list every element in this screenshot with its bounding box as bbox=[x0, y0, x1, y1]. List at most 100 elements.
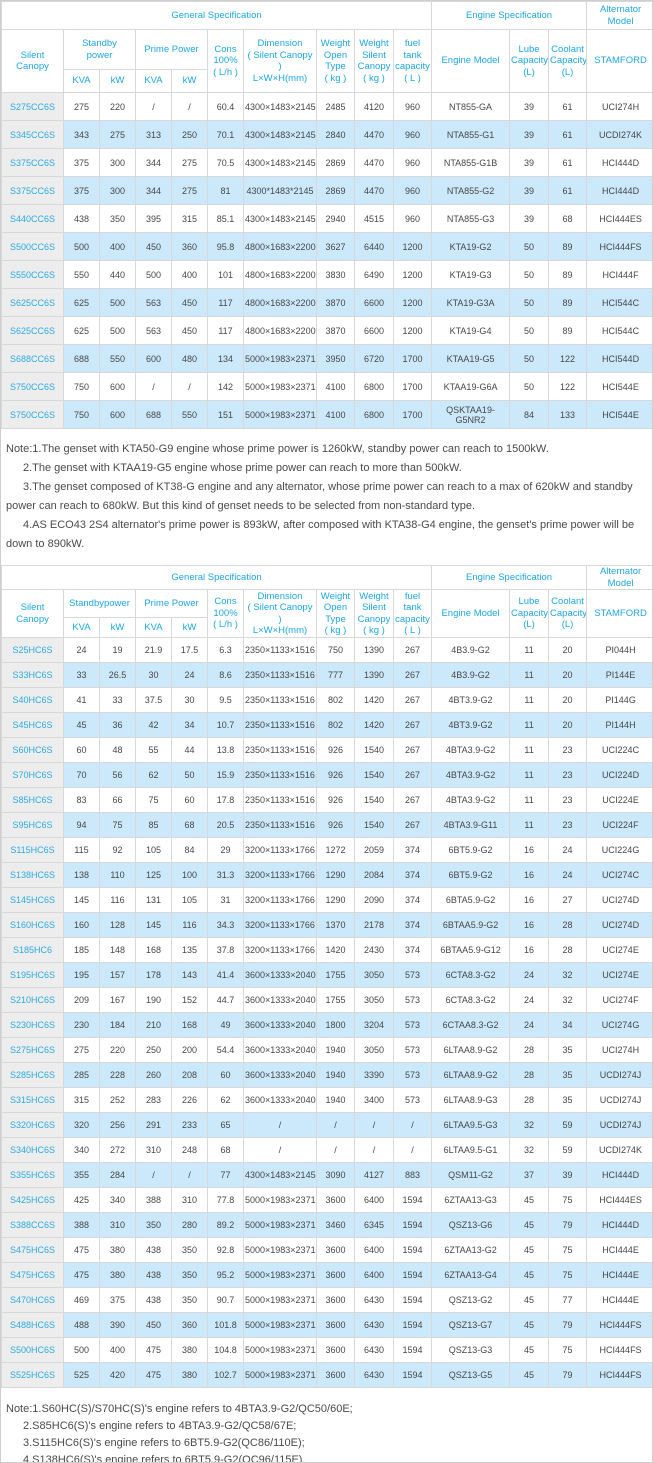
cell: 6430 bbox=[354, 1287, 394, 1313]
cell: 89 bbox=[548, 260, 588, 289]
cell: 45 bbox=[509, 1337, 550, 1363]
model-link[interactable]: S40HC6S bbox=[1, 687, 64, 713]
model-link[interactable]: S625CC6S bbox=[1, 316, 64, 345]
model-link[interactable]: S45HC6S bbox=[1, 712, 64, 738]
cell: 33 bbox=[63, 662, 100, 688]
model-link[interactable]: S275HC6S bbox=[1, 1037, 64, 1063]
table-row: S285HC6S 285 228 260 208 60 3600×1333×2040 1940… bbox=[1, 1062, 652, 1088]
cell: 380 bbox=[99, 1237, 136, 1263]
cell: QSZ13-G3 bbox=[431, 1337, 511, 1363]
model-link[interactable]: S95HC6S bbox=[1, 812, 64, 838]
cell: 29 bbox=[207, 837, 244, 863]
model-link[interactable]: S525HC6S bbox=[1, 1362, 64, 1388]
cell: 291 bbox=[135, 1112, 172, 1138]
cell: 1272 bbox=[316, 837, 355, 863]
cell: 17.5 bbox=[171, 637, 208, 663]
model-link[interactable]: S315HC6S bbox=[1, 1087, 64, 1113]
col-header-kva: KVA bbox=[63, 617, 100, 638]
cell: 4BTA3.9-G11 bbox=[431, 812, 511, 838]
cell: 168 bbox=[171, 1012, 208, 1038]
model-link[interactable]: S470HC6S bbox=[1, 1287, 64, 1313]
cell: 122 bbox=[548, 344, 588, 373]
table-row: S210HC6S 209 167 190 152 44.7 3600×1333×2040 17… bbox=[1, 987, 652, 1013]
model-link[interactable]: S138HC6S bbox=[1, 862, 64, 888]
cell: 24 bbox=[548, 837, 588, 863]
model-link[interactable]: S500CC6S bbox=[1, 232, 64, 261]
cell: 960 bbox=[392, 120, 433, 149]
model-link[interactable]: S355HC6S bbox=[1, 1162, 64, 1188]
model-link[interactable]: S750CC6S bbox=[1, 400, 64, 429]
cell: 1940 bbox=[316, 1087, 355, 1113]
cell: 3390 bbox=[354, 1062, 394, 1088]
cell: 105 bbox=[171, 887, 208, 913]
cell: 960 bbox=[392, 176, 433, 205]
table-row: S355HC6S 355 284//77 4300×1483×2145 3090 4127… bbox=[1, 1162, 652, 1188]
cell: 200 bbox=[171, 1037, 208, 1063]
col-header-dimension: Dimension ( Silent Canopy ) L×W×H(mm) bbox=[243, 29, 317, 93]
model-link[interactable]: S625CC6S bbox=[1, 288, 64, 317]
model-link[interactable]: S340HC6S bbox=[1, 1137, 64, 1163]
cell: 70.1 bbox=[207, 120, 244, 149]
cell: 39 bbox=[509, 176, 550, 205]
cell: 4120 bbox=[354, 92, 394, 121]
model-link[interactable]: S750CC6S bbox=[1, 372, 64, 401]
table-row: S185HC6 185 148 168 135 37.8 3200×1133×1766 142… bbox=[1, 937, 652, 963]
cell: / bbox=[392, 1137, 433, 1163]
cell: 65 bbox=[207, 1112, 244, 1138]
model-link[interactable]: S688CC6S bbox=[1, 344, 64, 373]
model-link[interactable]: S440CC6S bbox=[1, 204, 64, 233]
model-link[interactable]: S25HC6S bbox=[1, 637, 64, 663]
cell: 344 bbox=[135, 148, 172, 177]
model-link[interactable]: S500HC6S bbox=[1, 1337, 64, 1363]
cell: / bbox=[392, 1112, 433, 1138]
cell: 16 bbox=[509, 837, 550, 863]
table-row: S25HC6S 24 19 21.9 17.5 6.3 2350×1133×1516 750 1… bbox=[1, 637, 652, 663]
model-link[interactable]: S210HC6S bbox=[1, 987, 64, 1013]
table-row: S230HC6S 230 184 210 168 49 3600×1333×2040 1800… bbox=[1, 1012, 652, 1038]
cell: 374 bbox=[392, 837, 433, 863]
col-header-weight-silent: Weight Silent Canopy ( kg ) bbox=[354, 29, 394, 93]
cell: 926 bbox=[316, 737, 355, 763]
model-link[interactable]: S375CC6S bbox=[1, 176, 64, 205]
cell: 3600×1333×2040 bbox=[243, 1062, 317, 1088]
model-link[interactable]: S185HC6 bbox=[1, 937, 64, 963]
cell: 6LTAA8.9-G2 bbox=[431, 1062, 511, 1088]
cell: 3200×1133×1766 bbox=[243, 862, 317, 888]
cell: 4470 bbox=[354, 176, 394, 205]
cell: QSZ13-G5 bbox=[431, 1362, 511, 1388]
cell: 1200 bbox=[392, 232, 433, 261]
model-link[interactable]: S550CC6S bbox=[1, 260, 64, 289]
model-link[interactable]: S285HC6S bbox=[1, 1062, 64, 1088]
model-link[interactable]: S375CC6S bbox=[1, 148, 64, 177]
cell: 60 bbox=[63, 737, 100, 763]
cell: 37.5 bbox=[135, 687, 172, 713]
cell: 160 bbox=[63, 912, 100, 938]
model-link[interactable]: S145HC6S bbox=[1, 887, 64, 913]
model-link[interactable]: S195HC6S bbox=[1, 962, 64, 988]
model-link[interactable]: S275CC6S bbox=[1, 92, 64, 121]
model-link[interactable]: S85HC6S bbox=[1, 787, 64, 813]
model-link[interactable]: S345CC6S bbox=[1, 120, 64, 149]
model-link[interactable]: S475HC6S bbox=[1, 1262, 64, 1288]
model-link[interactable]: S475HC6S bbox=[1, 1237, 64, 1263]
model-link[interactable]: S388CC6S bbox=[1, 1212, 64, 1238]
model-link[interactable]: S320HC6S bbox=[1, 1112, 64, 1138]
model-link[interactable]: S230HC6S bbox=[1, 1012, 64, 1038]
cell: 450 bbox=[171, 288, 208, 317]
cell: 44 bbox=[171, 737, 208, 763]
model-link[interactable]: S115HC6S bbox=[1, 837, 64, 863]
cell: 275 bbox=[63, 1037, 100, 1063]
table-row: S45HC6S 45 36 42 34 10.7 2350×1133×1516 802 1420… bbox=[1, 712, 652, 738]
cell: 400 bbox=[99, 232, 136, 261]
cell: 2350×1133×1516 bbox=[243, 662, 317, 688]
model-link[interactable]: S70HC6S bbox=[1, 762, 64, 788]
model-link[interactable]: S160HC6S bbox=[1, 912, 64, 938]
cell: 4800×1683×2200 bbox=[243, 232, 317, 261]
model-link[interactable]: S33HC6S bbox=[1, 662, 64, 688]
model-link[interactable]: S488HC6S bbox=[1, 1312, 64, 1338]
col-header-stamford: STAMFORD bbox=[586, 29, 652, 93]
model-link[interactable]: S60HC6S bbox=[1, 737, 64, 763]
cell: 5000×1983×2371 bbox=[243, 1187, 317, 1213]
note-line: Note:1.S60HC(S)/S70HC(S)'s engine refers… bbox=[6, 1403, 353, 1415]
model-link[interactable]: S425HC6S bbox=[1, 1187, 64, 1213]
